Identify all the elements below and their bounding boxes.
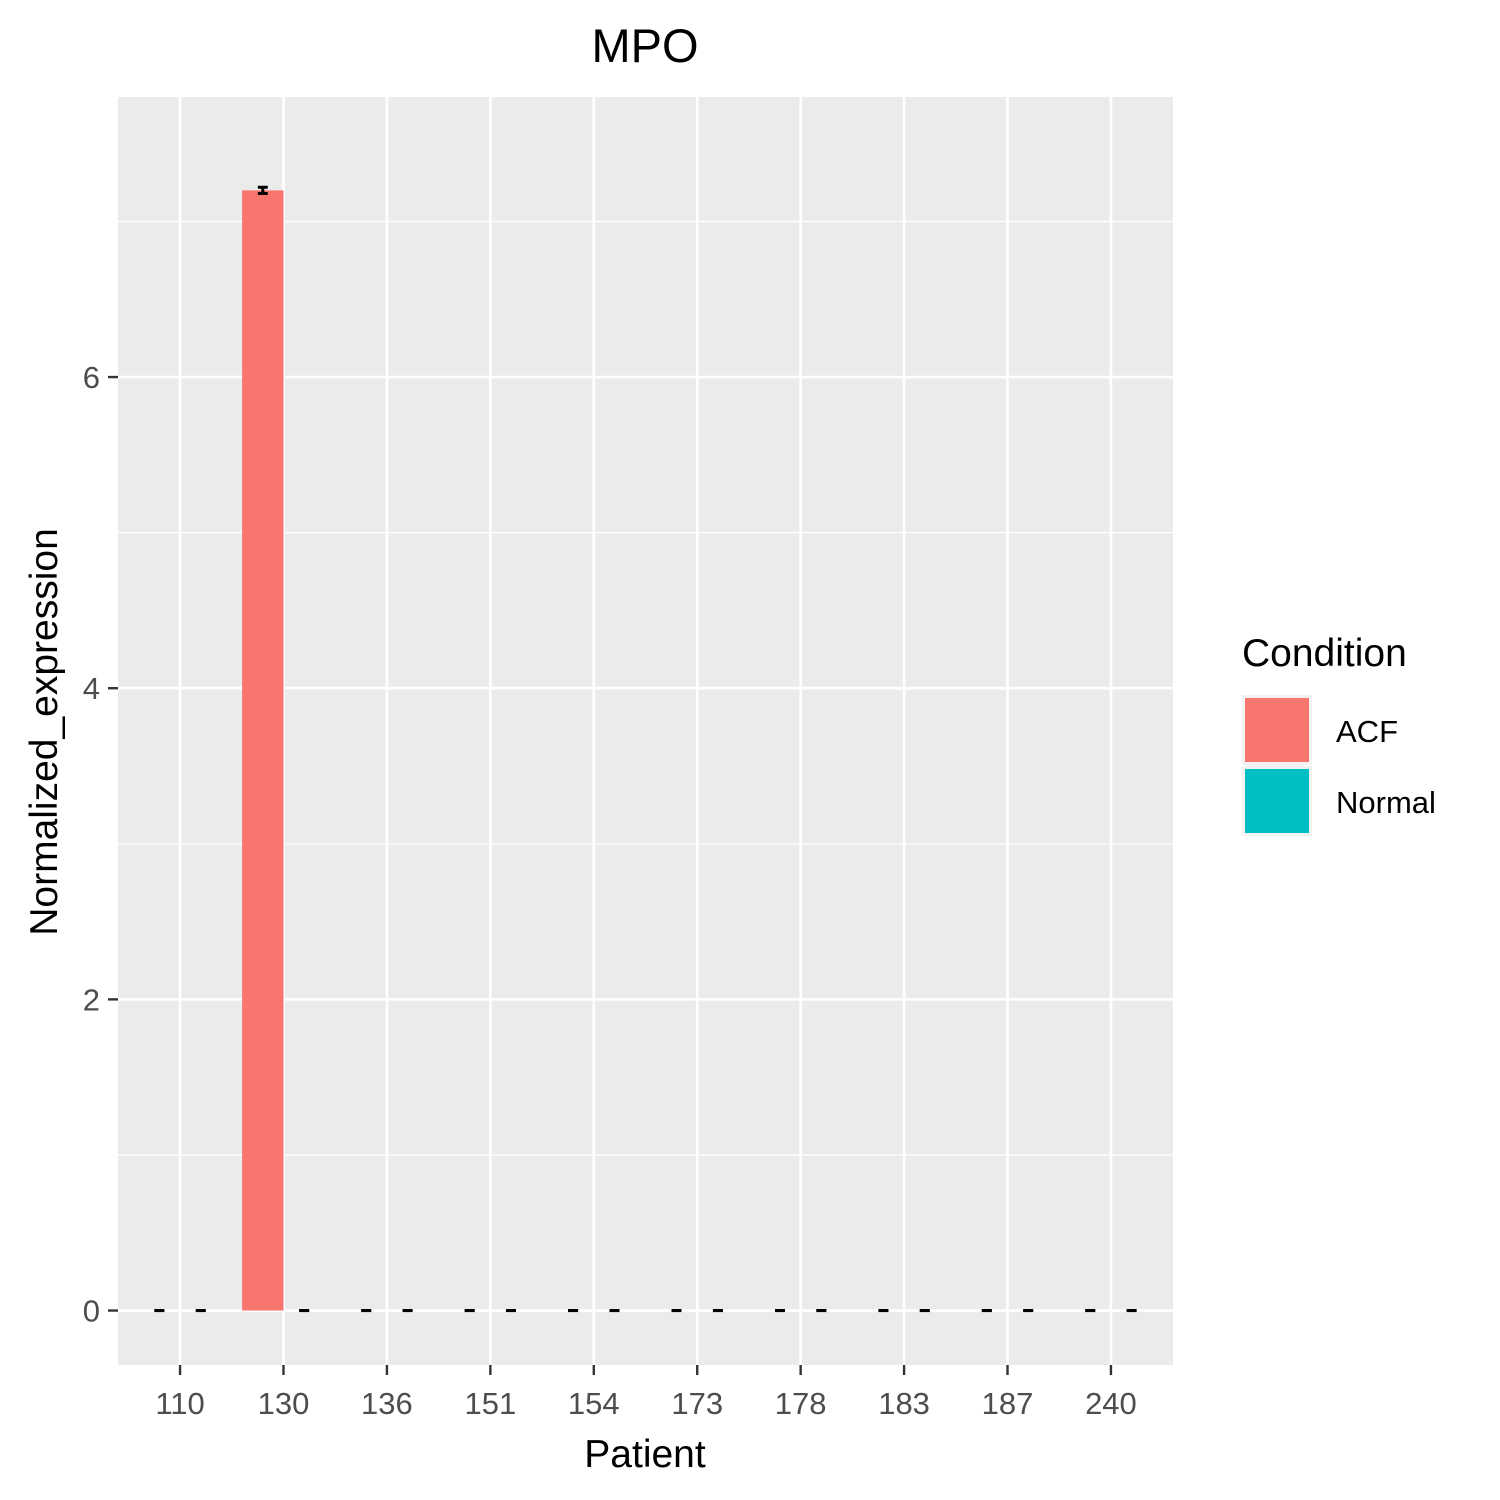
legend-label-normal: Normal [1336, 785, 1436, 820]
chart-title: MPO [591, 19, 698, 72]
y-axis-title: Normalized_expression [23, 528, 66, 936]
legend-swatch-normal [1245, 769, 1309, 833]
x-tick-label: 151 [464, 1386, 516, 1421]
panel-background [118, 97, 1173, 1365]
x-tick-label: 110 [155, 1386, 204, 1421]
plot-panel [118, 97, 1173, 1365]
x-tick-label: 130 [258, 1386, 310, 1421]
x-tick-label: 187 [982, 1386, 1034, 1421]
x-tick-label: 136 [361, 1386, 413, 1421]
bar-acf [242, 190, 284, 1311]
x-axis: 110 130 136 151 154 173 178 183 187 240 [155, 1365, 1137, 1421]
y-tick-label: 0 [83, 1294, 100, 1329]
x-tick-label: 183 [878, 1386, 930, 1421]
y-tick-label: 6 [83, 360, 100, 395]
legend-swatch-acf [1245, 698, 1309, 762]
legend-label-acf: ACF [1336, 714, 1398, 749]
x-tick-label: 240 [1085, 1386, 1137, 1421]
legend: Condition ACF Normal [1242, 632, 1436, 836]
x-axis-title: Patient [584, 1433, 706, 1476]
y-tick-label: 4 [83, 671, 100, 706]
x-tick-label: 178 [775, 1386, 827, 1421]
y-axis: 0 2 4 6 [83, 360, 118, 1329]
x-tick-label: 154 [568, 1386, 620, 1421]
x-tick-label: 173 [671, 1386, 723, 1421]
legend-title: Condition [1242, 632, 1407, 675]
y-tick-label: 2 [83, 982, 100, 1017]
